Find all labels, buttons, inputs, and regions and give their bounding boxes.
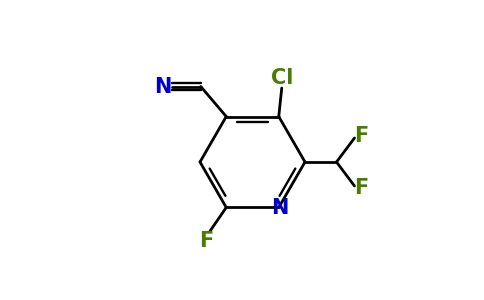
Text: Cl: Cl [271,68,293,88]
Text: F: F [354,127,368,146]
Text: N: N [154,76,172,97]
Text: F: F [354,178,368,197]
Text: N: N [272,198,289,218]
Text: F: F [199,231,214,251]
